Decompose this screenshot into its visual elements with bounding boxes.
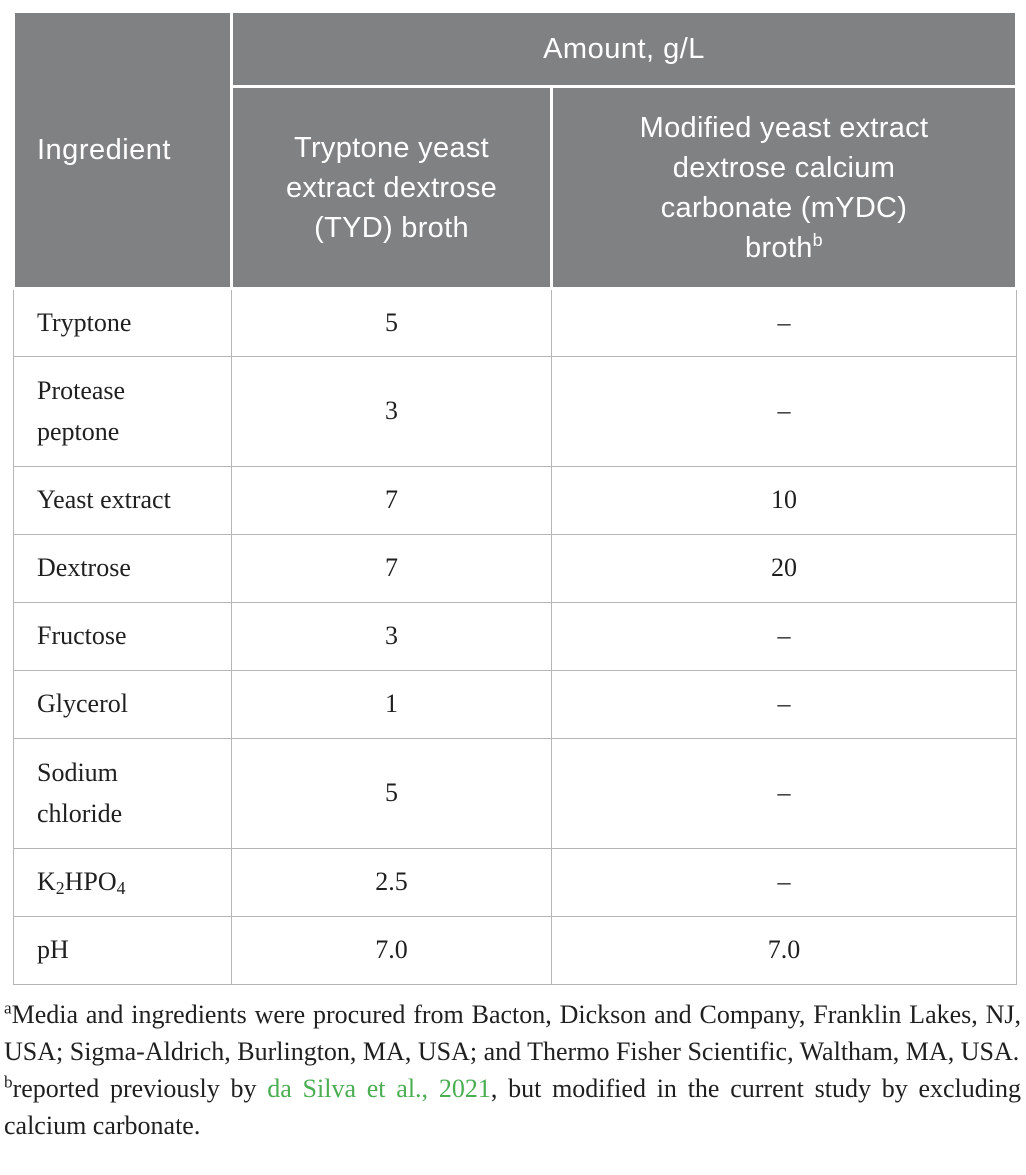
header-tyd-broth: Tryptone yeast extract dextrose (TYD) br… — [230, 85, 553, 290]
mydc-value-cell: 20 — [551, 534, 1017, 603]
tyd-value-cell: 5 — [231, 288, 552, 357]
ingredient-cell: Tryptone — [13, 288, 232, 357]
tyd-value-cell: 1 — [231, 670, 552, 739]
formula-base: HPO — [64, 867, 117, 897]
tyd-value-cell: 7 — [231, 534, 552, 603]
footnote-b-text-post: , but modified in the current study by e… — [4, 1074, 1021, 1140]
footnote-b: breported previously by da Silva et al.,… — [4, 1070, 1021, 1144]
formula-base: K — [37, 867, 56, 897]
footnote-a-marker: a — [4, 998, 12, 1018]
footnote-b-marker: b — [4, 1072, 13, 1092]
mydc-value-cell: – — [551, 602, 1017, 671]
media-ingredients-table: Ingredient Amount, g/L Tryptone yeast ex… — [12, 10, 1018, 985]
header-tyd-line: (TYD) broth — [314, 211, 469, 244]
table-row: Sodium chloride 5 – — [13, 738, 1017, 849]
ingredient-cell: Sodium chloride — [13, 738, 232, 849]
footnote-a: aMedia and ingredients were procured fro… — [4, 996, 1021, 1070]
footnote-b-marker-superscript: b — [812, 229, 823, 250]
formula-subscript: 4 — [116, 878, 126, 899]
ingredient-cell: Protease peptone — [13, 356, 232, 467]
mydc-value-cell: – — [551, 738, 1017, 849]
tyd-value-cell: 5 — [231, 738, 552, 849]
table-header: Ingredient Amount, g/L Tryptone yeast ex… — [12, 10, 1018, 290]
mydc-value-cell: 7.0 — [551, 916, 1017, 985]
header-ingredient: Ingredient — [12, 10, 233, 290]
table-row: Yeast extract 7 10 — [13, 466, 1017, 535]
mydc-value-cell: – — [551, 670, 1017, 739]
mydc-value-cell: 10 — [551, 466, 1017, 535]
header-tyd-line: Tryptone yeast — [294, 131, 489, 164]
table-body: Tryptone 5 – Protease peptone 3 – Yeast … — [13, 288, 1017, 985]
ingredient-cell: pH — [13, 916, 232, 985]
tyd-value-cell: 7 — [231, 466, 552, 535]
footnote-b-text-pre: reported previously by — [12, 1074, 268, 1103]
table-row: Tryptone 5 – — [13, 288, 1017, 357]
header-mydc-broth: Modified yeast extract dextrose calcium … — [550, 85, 1018, 290]
header-tyd-line: extract dextrose — [285, 171, 498, 204]
mydc-value-cell: – — [551, 848, 1017, 917]
ingredient-cell: Glycerol — [13, 670, 232, 739]
table-row: pH 7.0 7.0 — [13, 916, 1017, 985]
header-mydc-line: Modified yeast extract — [639, 111, 929, 144]
table-row: Protease peptone 3 – — [13, 356, 1017, 467]
tyd-value-cell: 2.5 — [231, 848, 552, 917]
header-mydc-line: dextrose calcium — [672, 151, 896, 184]
tyd-value-cell: 3 — [231, 356, 552, 467]
footnote-a-text: Media and ingredients were procured from… — [4, 1000, 1021, 1066]
tyd-value-cell: 7.0 — [231, 916, 552, 985]
table-row: Dextrose 7 20 — [13, 534, 1017, 603]
header-amount: Amount, g/L — [230, 10, 1018, 88]
formula-subscript: 2 — [55, 878, 65, 899]
ingredient-cell: Fructose — [13, 602, 232, 671]
header-mydc-broth-word: broth — [745, 231, 813, 264]
header-mydc-line: brothb — [554, 228, 1014, 268]
ingredient-cell: Dextrose — [13, 534, 232, 603]
ingredient-cell-k2hpo4: K2HPO4 — [13, 848, 232, 917]
table-row: K2HPO4 2.5 – — [13, 848, 1017, 917]
table-row: Glycerol 1 – — [13, 670, 1017, 739]
ingredient-cell: Yeast extract — [13, 466, 232, 535]
tyd-value-cell: 3 — [231, 602, 552, 671]
header-mydc-line: carbonate (mYDC) — [660, 191, 908, 224]
mydc-value-cell: – — [551, 288, 1017, 357]
mydc-value-cell: – — [551, 356, 1017, 467]
table-row: Fructose 3 – — [13, 602, 1017, 671]
footnotes: aMedia and ingredients were procured fro… — [4, 996, 1021, 1144]
citation-link-da-silva-2021[interactable]: da Silva et al., 2021 — [267, 1074, 491, 1103]
